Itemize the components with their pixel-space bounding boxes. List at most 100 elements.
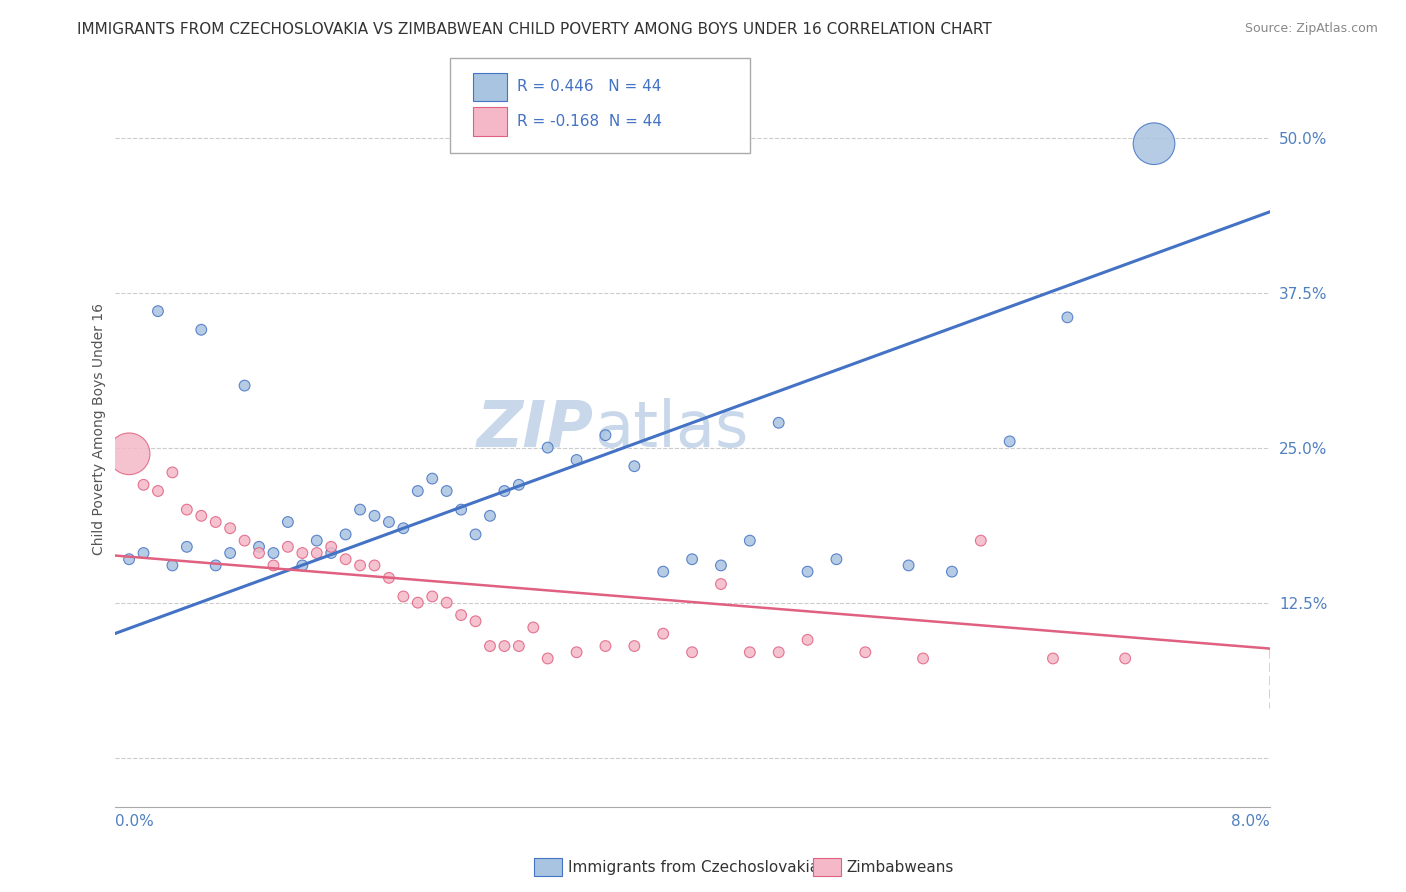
Point xyxy=(796,632,818,647)
Point xyxy=(118,447,141,461)
Point xyxy=(291,558,314,573)
Point xyxy=(162,466,184,480)
Point xyxy=(420,472,443,486)
Text: IMMIGRANTS FROM CZECHOSLOVAKIA VS ZIMBABWEAN CHILD POVERTY AMONG BOYS UNDER 16 C: IMMIGRANTS FROM CZECHOSLOVAKIA VS ZIMBAB… xyxy=(77,22,993,37)
Point xyxy=(464,614,486,628)
Point xyxy=(565,453,588,467)
Point xyxy=(681,552,703,566)
Point xyxy=(262,546,284,560)
Point xyxy=(233,533,256,548)
Point xyxy=(436,596,458,610)
Point xyxy=(335,527,357,541)
Point xyxy=(998,434,1021,449)
Text: 8.0%: 8.0% xyxy=(1230,814,1270,829)
Point xyxy=(277,540,299,554)
Point xyxy=(262,558,284,573)
Point xyxy=(681,645,703,659)
Point xyxy=(305,546,328,560)
Point xyxy=(219,546,242,560)
FancyBboxPatch shape xyxy=(472,72,508,102)
Point xyxy=(652,565,675,579)
Point xyxy=(652,626,675,640)
Point xyxy=(623,639,645,653)
Point xyxy=(623,459,645,474)
Point xyxy=(162,558,184,573)
Y-axis label: Child Poverty Among Boys Under 16: Child Poverty Among Boys Under 16 xyxy=(93,303,107,555)
Text: ZIP: ZIP xyxy=(477,398,593,460)
Point xyxy=(494,483,516,498)
Point xyxy=(796,565,818,579)
Point xyxy=(176,502,198,516)
Text: Source: ZipAtlas.com: Source: ZipAtlas.com xyxy=(1244,22,1378,36)
Point xyxy=(595,428,617,442)
Point xyxy=(146,304,169,318)
Point xyxy=(349,558,371,573)
Point xyxy=(738,533,761,548)
Point xyxy=(247,546,270,560)
Point xyxy=(420,590,443,604)
Point xyxy=(1114,651,1136,665)
Point xyxy=(1143,136,1166,151)
Point xyxy=(1042,651,1064,665)
Point xyxy=(464,527,486,541)
Point xyxy=(392,521,415,535)
FancyBboxPatch shape xyxy=(472,107,508,136)
Point xyxy=(335,552,357,566)
Point xyxy=(378,515,401,529)
Point xyxy=(190,508,212,523)
Point xyxy=(522,620,544,634)
Point xyxy=(363,508,385,523)
Point xyxy=(768,416,790,430)
Point xyxy=(508,639,530,653)
Point xyxy=(941,565,963,579)
Point xyxy=(970,533,993,548)
Point xyxy=(146,483,169,498)
Point xyxy=(537,651,560,665)
Point xyxy=(825,552,848,566)
Point xyxy=(378,571,401,585)
Point xyxy=(132,478,155,492)
Point xyxy=(204,515,226,529)
Point xyxy=(768,645,790,659)
Point xyxy=(450,502,472,516)
Point xyxy=(321,540,343,554)
Point xyxy=(118,552,141,566)
Point xyxy=(436,483,458,498)
Text: Zimbabweans: Zimbabweans xyxy=(846,861,953,875)
Point xyxy=(537,441,560,455)
Point xyxy=(277,515,299,529)
Point xyxy=(219,521,242,535)
Text: R = -0.168  N = 44: R = -0.168 N = 44 xyxy=(516,114,662,129)
Text: R = 0.446   N = 44: R = 0.446 N = 44 xyxy=(516,79,661,95)
Point xyxy=(291,546,314,560)
Point xyxy=(897,558,920,573)
Text: Immigrants from Czechoslovakia: Immigrants from Czechoslovakia xyxy=(568,861,820,875)
Point xyxy=(912,651,935,665)
Text: atlas: atlas xyxy=(593,398,748,460)
Point xyxy=(363,558,385,573)
Point xyxy=(710,577,733,591)
Point xyxy=(478,639,501,653)
Point xyxy=(349,502,371,516)
Point xyxy=(478,508,501,523)
FancyBboxPatch shape xyxy=(450,58,749,153)
Point xyxy=(710,558,733,573)
Point xyxy=(450,608,472,623)
Point xyxy=(853,645,876,659)
Point xyxy=(204,558,226,573)
Point xyxy=(247,540,270,554)
Point xyxy=(494,639,516,653)
Point xyxy=(190,323,212,337)
Point xyxy=(595,639,617,653)
Point xyxy=(406,596,429,610)
Point xyxy=(305,533,328,548)
Text: 0.0%: 0.0% xyxy=(115,814,153,829)
Point xyxy=(176,540,198,554)
Point xyxy=(508,478,530,492)
Point xyxy=(233,378,256,392)
Point xyxy=(321,546,343,560)
Point xyxy=(738,645,761,659)
Point xyxy=(565,645,588,659)
Point xyxy=(392,590,415,604)
Point xyxy=(1056,310,1078,325)
